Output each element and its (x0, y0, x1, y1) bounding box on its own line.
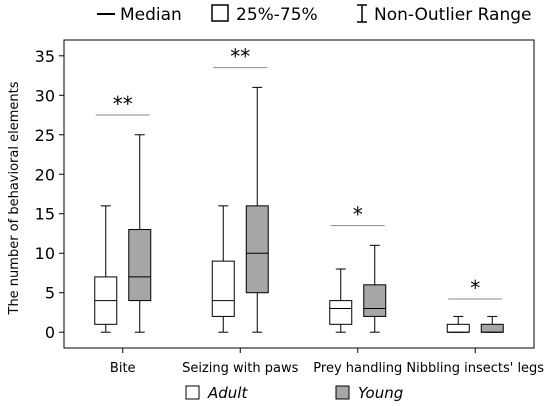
legend-range-swatch (357, 4, 367, 23)
iqr-box (245, 205, 269, 294)
y-tick-label: 20 (35, 165, 55, 184)
box-young (363, 244, 387, 333)
y-tick-label: 35 (35, 47, 55, 66)
x-tick-label: Prey handling (313, 361, 402, 376)
iqr-box (211, 260, 235, 317)
iqr-box (446, 323, 470, 333)
y-tick-label: 5 (45, 284, 55, 303)
legend-iqr-swatch (211, 4, 229, 22)
box-young (480, 315, 504, 333)
significance-label: ** (230, 45, 250, 69)
y-tick-label: 0 (45, 323, 55, 342)
box-young (128, 134, 152, 333)
iqr-box (480, 323, 504, 333)
legend-top: Median 25%-75% Non-Outlier Range (97, 4, 532, 25)
y-tick-label: 30 (35, 86, 55, 105)
x-tick-label: Nibbling insects' legs (406, 361, 544, 376)
iqr-box (363, 284, 387, 317)
legend-median-label: Median (120, 5, 182, 25)
x-tick-label: Bite (110, 361, 136, 376)
box-adult (329, 268, 353, 333)
box-adult (211, 205, 235, 333)
y-tick-label: 25 (35, 126, 55, 145)
plot-frame (63, 39, 535, 349)
legend-young-swatch (335, 385, 350, 400)
legend-iqr-label: 25%-75% (236, 5, 318, 25)
legend-young-label: Young (358, 384, 403, 402)
significance-label: ** (113, 92, 133, 116)
legend-bottom: Adult Young (185, 384, 403, 402)
y-tick-label: 10 (35, 244, 55, 263)
x-tick-label: Seizing with paws (182, 361, 298, 376)
significance-label: * (353, 203, 363, 227)
iqr-box (128, 229, 152, 302)
legend-adult-swatch (185, 385, 200, 400)
legend-adult-label: Adult (207, 384, 248, 402)
y-tick-label: 15 (35, 205, 55, 224)
box-young (245, 86, 269, 333)
significance-label: * (470, 276, 480, 300)
box-adult (446, 315, 470, 333)
box-adult (94, 205, 118, 333)
y-axis-label: The number of behavioral elements (7, 81, 22, 315)
iqr-box (329, 300, 353, 325)
legend-range-label: Non-Outlier Range (374, 5, 532, 25)
